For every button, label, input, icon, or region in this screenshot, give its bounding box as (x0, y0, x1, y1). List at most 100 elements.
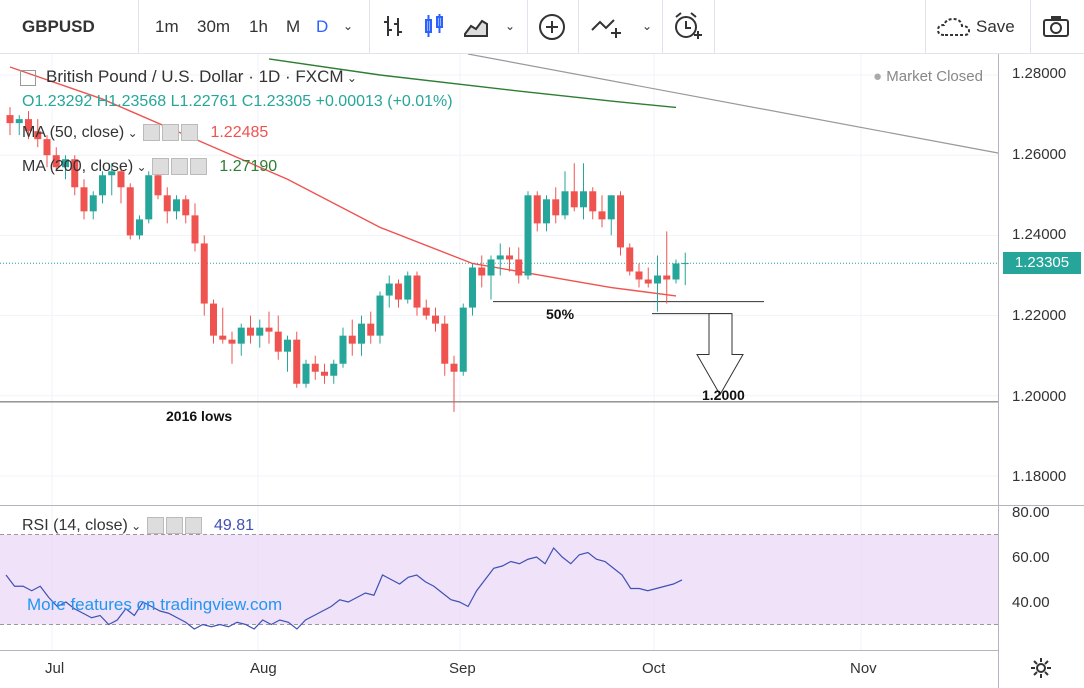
annotation-target: 1.2000 (702, 387, 745, 403)
candle-body (256, 327, 264, 336)
rsi-chevron-icon[interactable]: ⌄ (127, 519, 145, 533)
candle-body (607, 195, 615, 220)
chart-canvas[interactable] (0, 54, 1084, 688)
ma200-chevron-icon[interactable]: ⌄ (133, 160, 150, 174)
ma200-legend[interactable]: MA (200, close) ⌄ 1.27190 (22, 158, 277, 176)
alert-icon[interactable] (672, 11, 704, 41)
time-tick: Nov (850, 660, 877, 677)
remove-indicator-icon[interactable] (181, 124, 198, 142)
watermark-link[interactable]: More features on tradingview.com (27, 595, 283, 614)
ma50-chevron-icon[interactable]: ⌄ (124, 126, 141, 140)
add-indicator-icon[interactable] (538, 13, 566, 41)
visibility-eye-icon[interactable] (151, 158, 169, 176)
candle-body (117, 171, 125, 188)
market-status-label: Market Closed (886, 68, 983, 85)
pane-separator[interactable] (0, 505, 1084, 506)
candle-body (173, 199, 180, 212)
candle-style-icon[interactable] (423, 13, 445, 39)
candle-body (589, 191, 597, 212)
compare-chevron-icon[interactable]: ⌄ (642, 19, 653, 33)
time-tick: Jul (45, 660, 65, 677)
timeframe-1m-button[interactable]: 1m (155, 17, 179, 36)
status-dot-icon: ● (873, 68, 883, 85)
compare-icon[interactable] (590, 14, 626, 40)
camera-icon[interactable] (1042, 14, 1070, 38)
rsi-tick: 80.00 (1012, 504, 1050, 521)
ohlc-low: L1.22761 (170, 93, 238, 110)
rsi-legend[interactable]: RSI (14, close) ⌄ 49.81 (22, 517, 254, 535)
timeframe-day-button[interactable]: D (316, 17, 329, 36)
candle-body (395, 283, 402, 300)
candle-body (163, 195, 171, 212)
indicator-settings-icon[interactable] (165, 517, 183, 535)
rsi-tick: 40.00 (1012, 594, 1050, 611)
candle-body (339, 335, 347, 364)
candle-body (237, 327, 245, 344)
time-tick: Aug (250, 660, 277, 677)
indicator-settings-icon[interactable] (170, 158, 188, 176)
candle-body (330, 363, 338, 376)
toolbar-divider (714, 0, 715, 53)
candle-body (478, 267, 486, 276)
remove-indicator-icon[interactable] (184, 517, 202, 535)
indicator-settings-icon[interactable] (162, 124, 179, 142)
candle-body (515, 259, 523, 276)
settings-gear-icon[interactable] (1030, 657, 1052, 679)
candle-body (34, 131, 42, 140)
candle-body (99, 175, 106, 196)
title-chevron-icon[interactable]: ⌄ (343, 71, 357, 85)
candle-body (533, 195, 541, 224)
candle-body (210, 303, 217, 336)
save-button[interactable]: Save (976, 17, 1015, 36)
last-price-badge: 1.23305 (1003, 252, 1081, 274)
candle-body (108, 171, 116, 176)
candle-body (228, 339, 236, 344)
candle-body (552, 199, 560, 216)
visibility-eye-icon[interactable] (146, 517, 164, 535)
ohlc-change: +0.00013 (+0.01%) (315, 93, 453, 110)
cloud-save-icon[interactable] (936, 15, 972, 39)
timeframe-month-button[interactable]: M (286, 17, 301, 36)
toolbar-divider (369, 0, 370, 53)
rsi-label: RSI (14, close) (22, 517, 128, 534)
area-style-icon[interactable] (463, 14, 489, 38)
candle-body (43, 139, 51, 156)
candle-body (635, 271, 643, 280)
candle-body (182, 199, 190, 216)
chart-title[interactable]: British Pound / U.S. Dollar · 1D · FXCM (46, 67, 344, 86)
candle-body (25, 119, 32, 132)
candle-body (80, 187, 88, 212)
candle-body (598, 211, 606, 220)
timeframe-1h-button[interactable]: 1h (249, 17, 268, 36)
timeframe-dropdown-chevron-icon[interactable]: ⌄ (343, 19, 354, 33)
symbol-search-button[interactable]: GBPUSD (22, 17, 95, 36)
chart-style-chevron-icon[interactable]: ⌄ (505, 19, 516, 33)
candle-body (487, 259, 495, 276)
annotation-fifty-percent: 50% (546, 306, 575, 322)
visibility-eye-icon[interactable] (143, 124, 160, 142)
candle-body (154, 175, 162, 196)
remove-indicator-icon[interactable] (189, 158, 207, 176)
candle-body (348, 335, 356, 344)
candle-body (570, 191, 578, 208)
candle-body (15, 119, 23, 124)
candle-body (561, 191, 569, 216)
candle-body (62, 159, 69, 168)
candle-body (422, 307, 430, 316)
candle-body (191, 215, 199, 244)
market-status: ● Market Closed (873, 68, 983, 85)
time-tick: Oct (642, 660, 666, 677)
bar-style-icon[interactable] (382, 14, 406, 38)
collapse-legend-icon[interactable] (20, 69, 36, 86)
price-tick: 1.26000 (1012, 146, 1067, 163)
timeframe-30m-button[interactable]: 30m (197, 17, 231, 36)
candle-body (274, 331, 282, 352)
candle-body (654, 275, 661, 284)
candle-body (469, 267, 476, 308)
candle-body (404, 275, 412, 300)
ma50-value: 1.22485 (210, 124, 269, 141)
ma200-value: 1.27190 (219, 158, 278, 175)
ma200-label: MA (200, close) (22, 158, 134, 175)
ma50-legend[interactable]: MA (50, close) ⌄ 1.22485 (22, 124, 268, 142)
price-tick: 1.18000 (1012, 468, 1067, 485)
